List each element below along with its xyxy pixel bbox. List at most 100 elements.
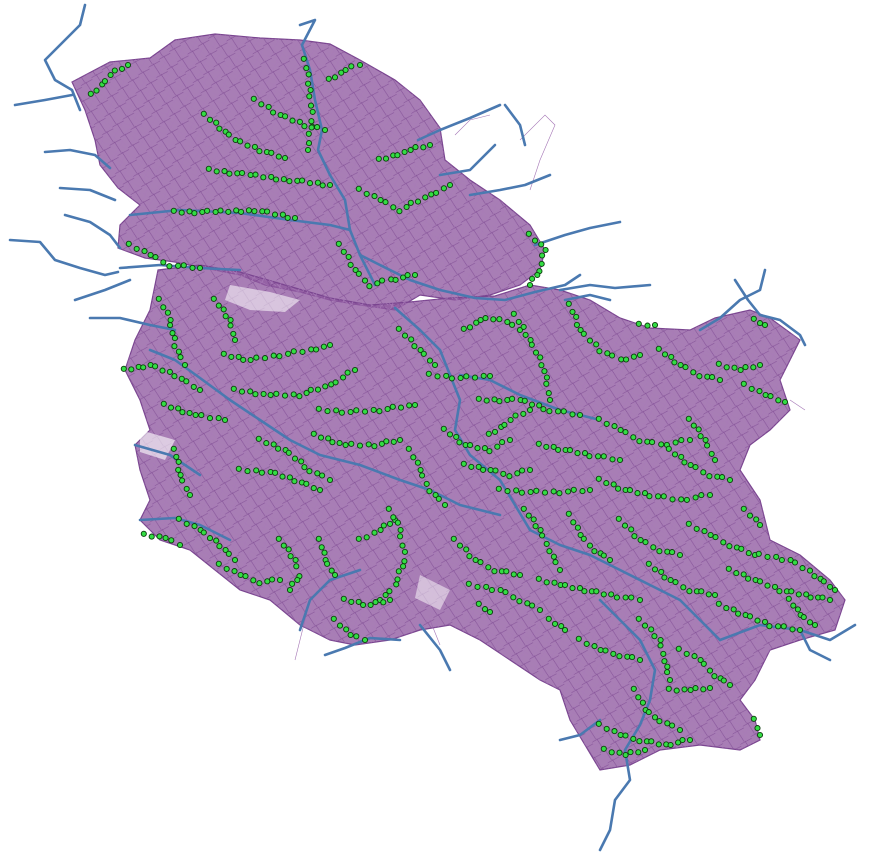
site-marker[interactable] (753, 516, 760, 523)
site-marker[interactable] (140, 364, 147, 371)
site-marker[interactable] (162, 534, 169, 542)
site-marker[interactable] (343, 626, 350, 633)
site-marker[interactable] (217, 207, 224, 214)
site-marker[interactable] (655, 345, 662, 352)
site-marker[interactable] (683, 650, 690, 657)
site-marker[interactable] (466, 553, 473, 560)
site-marker[interactable] (565, 510, 572, 517)
site-marker[interactable] (676, 726, 684, 734)
site-marker[interactable] (686, 436, 694, 444)
site-marker[interactable] (340, 595, 347, 602)
site-marker[interactable] (519, 467, 526, 474)
site-marker[interactable] (270, 441, 277, 448)
site-marker[interactable] (742, 364, 749, 371)
site-marker[interactable] (762, 391, 769, 399)
site-marker[interactable] (227, 322, 234, 329)
site-marker[interactable] (650, 544, 657, 551)
site-marker[interactable] (794, 606, 801, 613)
site-marker[interactable] (306, 180, 314, 187)
site-marker[interactable] (551, 620, 559, 627)
site-marker[interactable] (795, 591, 802, 598)
site-marker[interactable] (525, 512, 532, 519)
site-marker[interactable] (529, 602, 536, 609)
site-marker[interactable] (175, 515, 182, 522)
site-marker[interactable] (314, 179, 321, 186)
site-marker[interactable] (780, 623, 787, 630)
site-marker[interactable] (308, 118, 315, 125)
site-marker[interactable] (308, 124, 315, 131)
site-marker[interactable] (446, 431, 454, 438)
site-marker[interactable] (561, 581, 569, 589)
site-marker[interactable] (270, 109, 277, 116)
site-marker[interactable] (147, 251, 154, 259)
site-marker[interactable] (610, 481, 617, 488)
site-marker[interactable] (503, 568, 510, 575)
site-marker[interactable] (230, 385, 237, 392)
site-marker[interactable] (651, 321, 659, 329)
site-marker[interactable] (271, 211, 279, 218)
site-marker[interactable] (329, 439, 336, 446)
site-marker[interactable] (321, 126, 329, 134)
site-marker[interactable] (325, 75, 332, 82)
site-marker[interactable] (573, 321, 580, 328)
site-marker[interactable] (252, 171, 259, 178)
site-marker[interactable] (450, 535, 457, 542)
site-marker[interactable] (579, 488, 586, 495)
site-marker[interactable] (636, 596, 644, 604)
site-marker[interactable] (225, 131, 232, 138)
site-marker[interactable] (586, 337, 594, 344)
site-marker[interactable] (755, 550, 762, 557)
site-marker[interactable] (325, 435, 332, 442)
site-marker[interactable] (656, 548, 663, 555)
site-marker[interactable] (536, 606, 544, 614)
site-marker[interactable] (377, 526, 384, 534)
site-marker[interactable] (251, 208, 258, 215)
site-marker[interactable] (723, 605, 730, 612)
site-marker[interactable] (509, 321, 516, 328)
site-marker[interactable] (671, 359, 678, 366)
site-marker[interactable] (700, 660, 707, 667)
site-marker[interactable] (412, 144, 419, 151)
site-marker[interactable] (756, 731, 764, 739)
site-marker[interactable] (811, 573, 818, 580)
site-marker[interactable] (118, 65, 126, 72)
site-marker[interactable] (706, 684, 714, 692)
site-marker[interactable] (656, 718, 663, 725)
site-marker[interactable] (473, 319, 480, 326)
site-marker[interactable] (186, 208, 193, 215)
site-marker[interactable] (324, 408, 331, 415)
site-marker[interactable] (289, 117, 296, 124)
site-marker[interactable] (516, 598, 523, 605)
site-marker[interactable] (481, 606, 489, 613)
site-marker[interactable] (291, 455, 299, 462)
site-marker[interactable] (286, 178, 293, 185)
site-marker[interactable] (756, 361, 764, 369)
site-marker[interactable] (709, 374, 716, 381)
site-marker[interactable] (371, 193, 378, 200)
site-marker[interactable] (543, 579, 550, 586)
site-marker[interactable] (380, 522, 387, 529)
site-marker[interactable] (376, 408, 383, 415)
site-marker[interactable] (477, 559, 484, 566)
site-marker[interactable] (93, 87, 100, 94)
site-marker[interactable] (152, 254, 159, 261)
site-marker[interactable] (665, 685, 672, 692)
site-marker[interactable] (191, 523, 198, 530)
site-marker[interactable] (790, 602, 797, 609)
site-marker[interactable] (411, 271, 419, 279)
site-marker[interactable] (206, 116, 214, 123)
site-marker[interactable] (417, 466, 424, 474)
site-marker[interactable] (506, 436, 514, 444)
site-marker[interactable] (213, 537, 220, 544)
site-marker[interactable] (495, 485, 502, 492)
site-marker[interactable] (496, 398, 503, 405)
site-marker[interactable] (363, 534, 370, 541)
site-marker[interactable] (580, 330, 587, 337)
site-marker[interactable] (307, 86, 314, 94)
site-marker[interactable] (748, 385, 755, 392)
site-marker[interactable] (397, 526, 404, 534)
site-marker[interactable] (546, 408, 553, 415)
site-marker[interactable] (700, 469, 707, 476)
site-marker[interactable] (669, 549, 676, 556)
site-marker[interactable] (175, 405, 182, 412)
